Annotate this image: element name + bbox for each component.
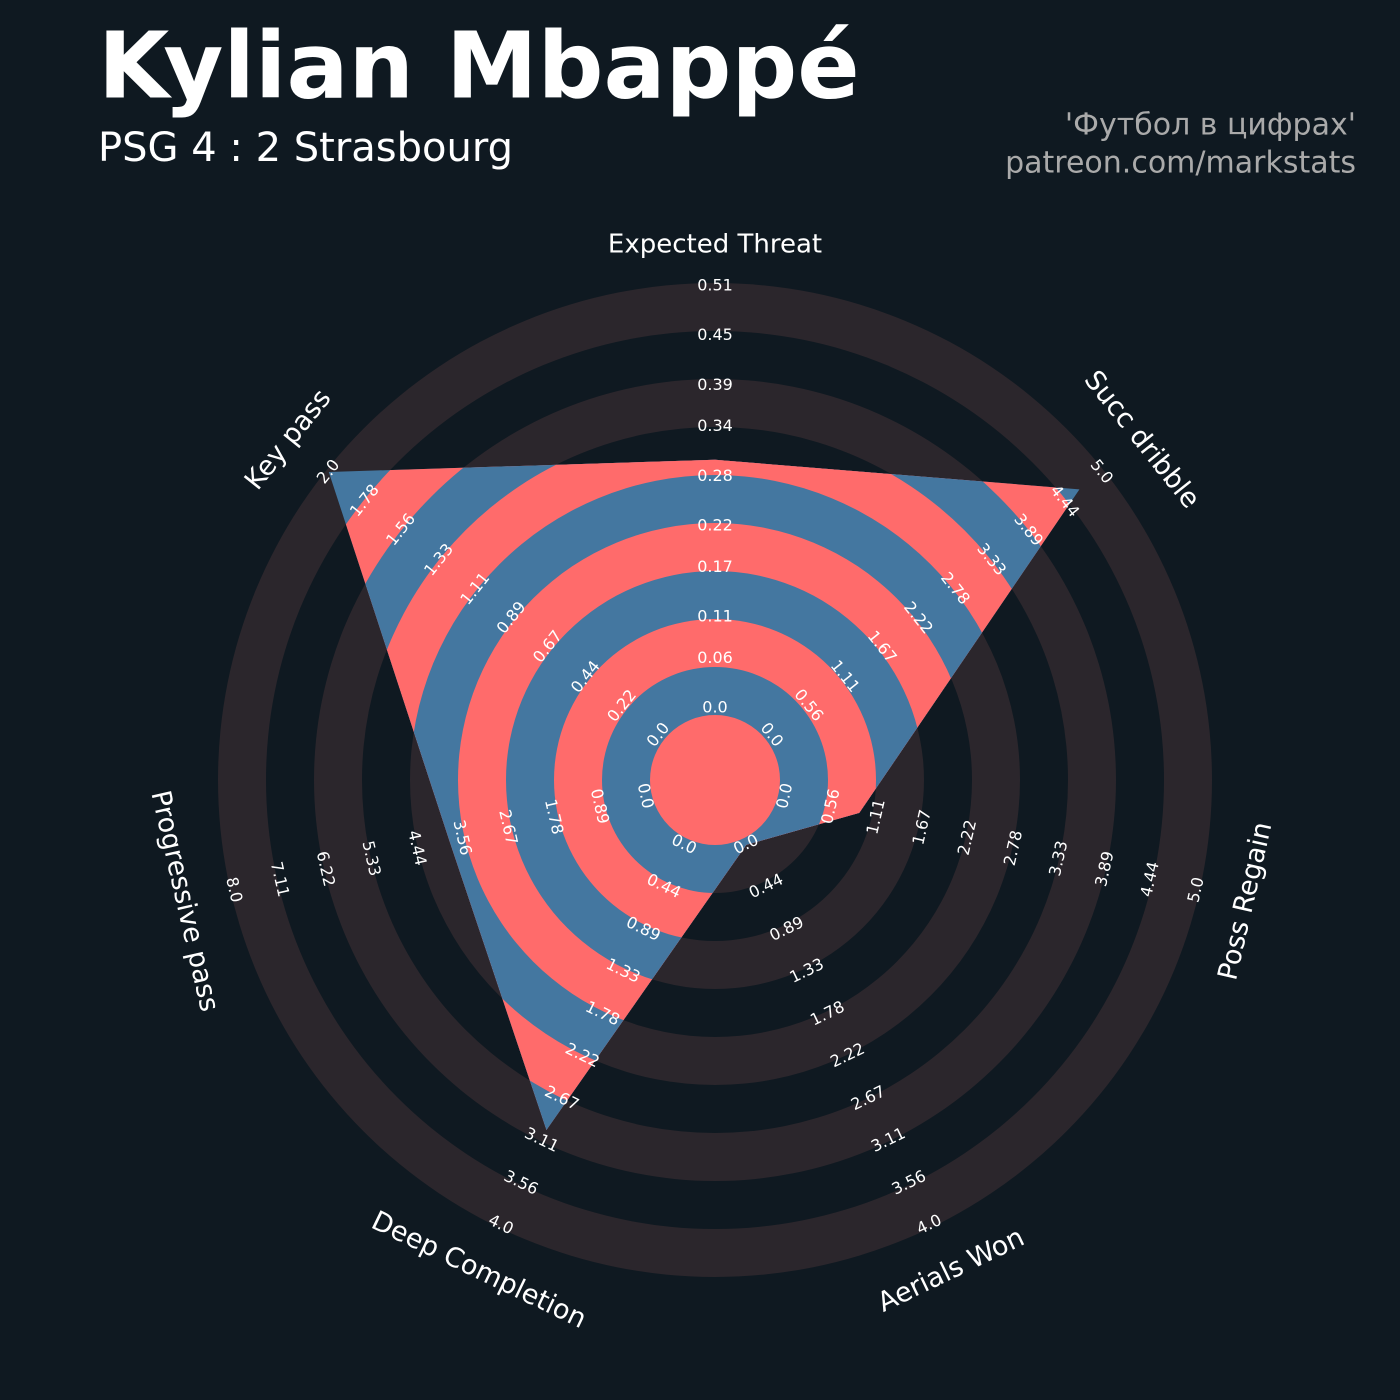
credit: patreon.com/markstats <box>1005 146 1356 181</box>
credit: 'Футбол в цифрах' <box>1065 108 1356 143</box>
r-tick-label: 0.06 <box>697 648 733 667</box>
r-tick-label: 0.39 <box>697 375 733 394</box>
axis-label: Expected Threat <box>608 230 822 260</box>
chart-title: Kylian Mbappé <box>98 12 860 119</box>
r-tick-label: 0.28 <box>697 466 733 485</box>
r-tick-label: 0.45 <box>697 325 733 344</box>
chart-subtitle: PSG 4 : 2 Strasbourg <box>98 125 513 171</box>
axis-label: Poss Regain <box>1212 819 1278 983</box>
r-tick-label: 0.0 <box>702 698 727 717</box>
axis-label: Progressive pass <box>144 788 224 1015</box>
r-tick-label: 0.22 <box>697 515 733 534</box>
r-tick-label: 0.17 <box>697 557 733 576</box>
r-tick-label: 0.11 <box>697 606 733 625</box>
band <box>650 715 780 845</box>
r-tick-label: 0.34 <box>697 416 733 435</box>
r-tick-label: 0.51 <box>697 276 733 295</box>
